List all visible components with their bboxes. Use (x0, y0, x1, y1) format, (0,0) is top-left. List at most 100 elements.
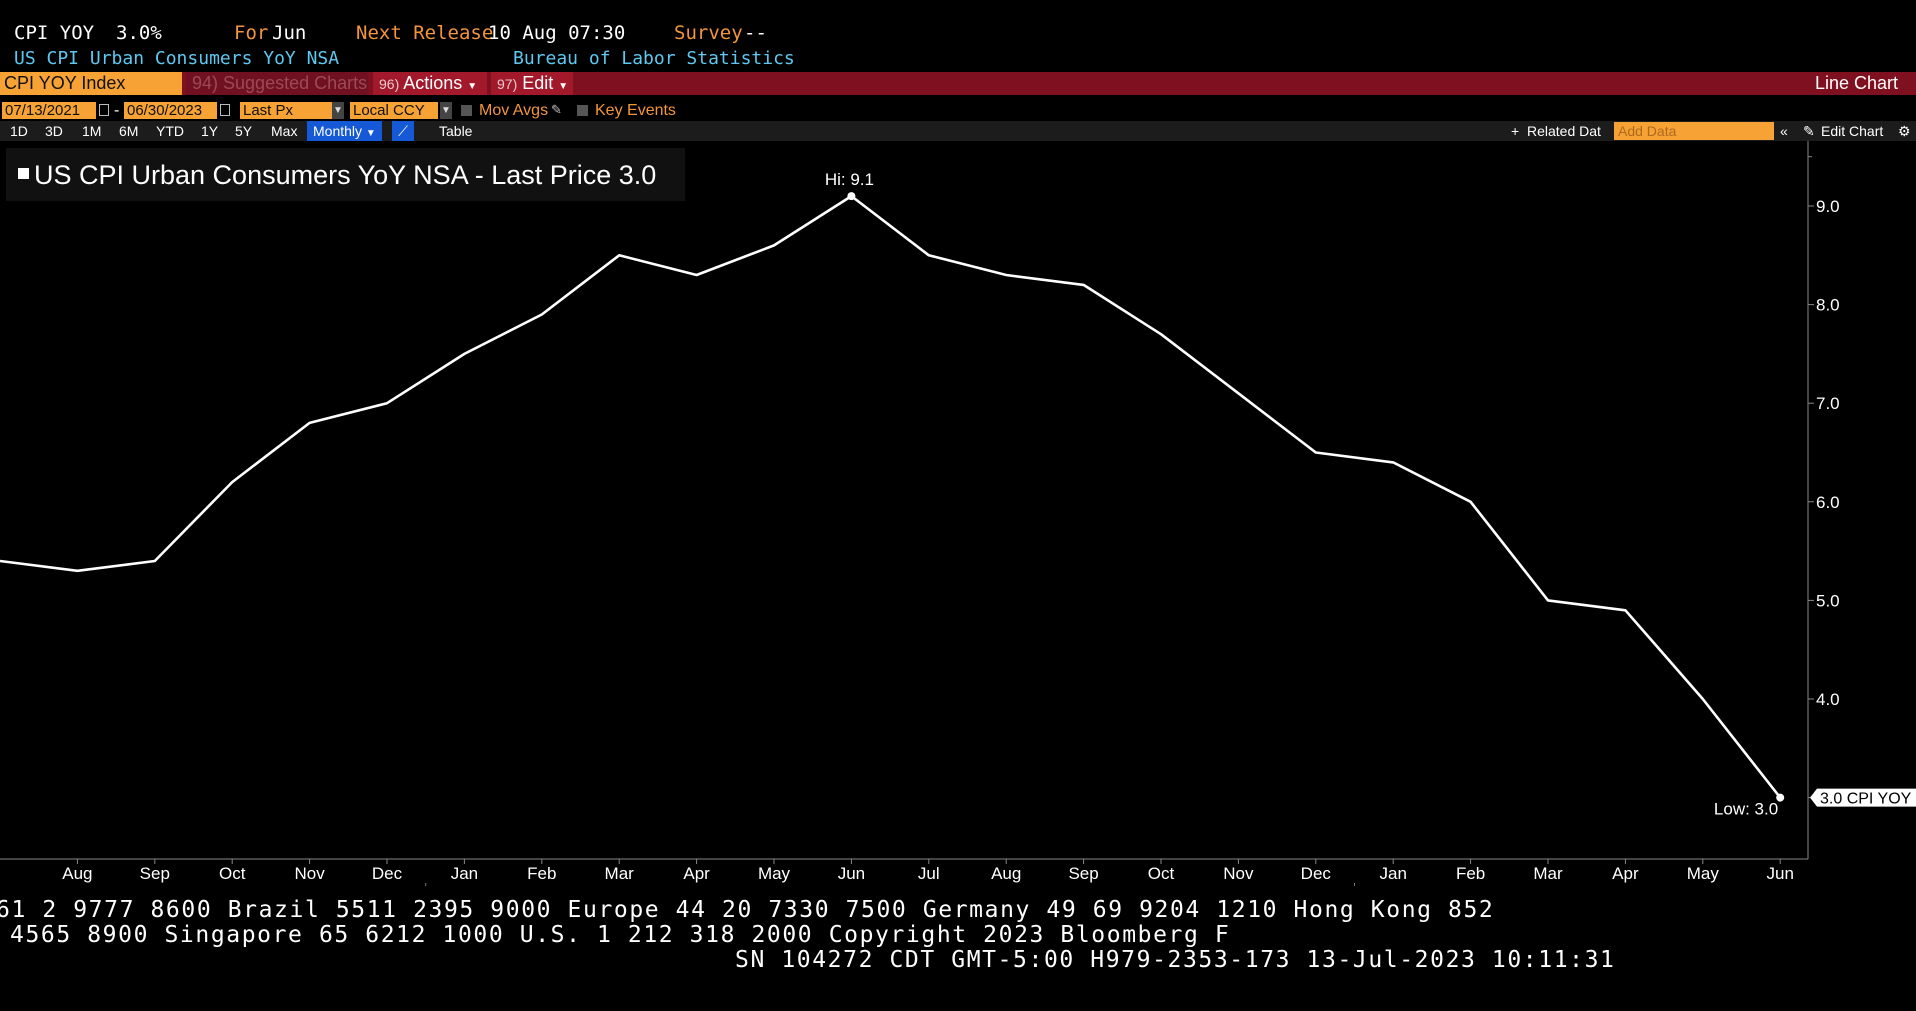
period-5y[interactable]: 5Y (235, 123, 253, 139)
currency-select[interactable]: Local CCY (350, 102, 438, 119)
x-tick-label: Feb (1456, 864, 1485, 883)
edit-label: Edit (522, 73, 554, 93)
footer-line-1: 61 2 9777 8600 Brazil 5511 2395 9000 Eur… (0, 897, 1495, 923)
frequency-select[interactable]: Monthly ▼ (307, 121, 382, 141)
edit-menu-button[interactable]: 97) Edit ▼ (491, 72, 573, 95)
date-range-dash: - (114, 102, 120, 119)
command-toolbar: CPI YOY Index 94) Suggested Charts 96) A… (0, 72, 1916, 95)
gear-icon[interactable]: ⚙ (1898, 123, 1911, 139)
survey-label: Survey (674, 22, 743, 44)
x-tick-label: Jun (1766, 864, 1793, 883)
last-value-tag (1810, 788, 1916, 807)
footer-line-3: SN 104272 CDT GMT-5:00 H979-2353-173 13-… (735, 947, 1616, 973)
hi-marker (847, 192, 856, 201)
x-tick-label: Apr (683, 864, 710, 883)
x-tick-label: Sep (1068, 864, 1098, 883)
x-tick-label: Oct (219, 864, 246, 883)
chevron-down-icon: ▼ (558, 81, 569, 92)
period-1m[interactable]: 1M (82, 123, 102, 139)
start-date-field[interactable]: 07/13/2021 (2, 102, 96, 119)
plus-icon[interactable]: + (1511, 123, 1520, 139)
y-tick-label: 6.0 (1816, 493, 1840, 512)
x-tick-label: Aug (991, 864, 1021, 883)
frequency-label: Monthly (313, 123, 363, 139)
related-data-button[interactable]: Related Dat (1527, 123, 1601, 139)
x-tick-label: Oct (1148, 864, 1175, 883)
x-year-label: 2023 (1489, 883, 1527, 886)
low-marker (1776, 793, 1785, 802)
key-events-label: Key Events (595, 102, 676, 119)
suggested-charts-label: Suggested Charts (223, 73, 368, 93)
edit-chart-button[interactable]: Edit Chart (1821, 123, 1884, 139)
y-tick-label: 8.0 (1816, 296, 1840, 315)
add-data-input[interactable]: Add Data (1614, 122, 1774, 140)
footer-line-2: 4565 8900 Singapore 65 6212 1000 U.S. 1 … (10, 922, 1231, 948)
x-tick-label: May (758, 864, 791, 883)
calendar-icon[interactable] (99, 104, 109, 116)
x-tick-label: Nov (1223, 864, 1254, 883)
for-value: Jun (272, 22, 307, 44)
ticker-input[interactable]: CPI YOY Index (0, 72, 182, 95)
last-value: 3.0% (116, 22, 162, 44)
calendar-icon[interactable] (220, 104, 230, 116)
period-1d[interactable]: 1D (10, 123, 28, 139)
y-tick-label: 4.0 (1816, 690, 1840, 709)
actions-menu-button[interactable]: 96) Actions ▼ (373, 72, 487, 95)
legend-text: US CPI Urban Consumers YoY NSA - Last Pr… (34, 160, 657, 190)
y-tick-label: 9.0 (1816, 197, 1840, 216)
x-tick-label: Mar (1533, 864, 1563, 883)
series-line-cpi-yoy (0, 194, 1782, 799)
actions-label: Actions (403, 73, 463, 93)
ticker-label: CPI YOY (14, 22, 95, 44)
x-tick-label: Sep (140, 864, 170, 883)
hi-label: Hi: 9.1 (825, 170, 874, 189)
mov-avgs-label: Mov Avgs (479, 102, 549, 119)
x-tick-label: Feb (527, 864, 556, 883)
x-tick-label: May (1687, 864, 1720, 883)
for-label: For (234, 22, 269, 44)
legend-swatch (18, 168, 29, 179)
security-name: US CPI Urban Consumers YoY NSA (14, 48, 340, 69)
x-tick-label: Mar (605, 864, 635, 883)
period-toolbar: 1D 3D 1M 6M YTD 1Y 5Y Max Monthly ▼ ⟋ Ta… (0, 121, 1916, 141)
edit-number: 97) (497, 76, 518, 92)
key-events-checkbox[interactable] (577, 105, 588, 116)
x-tick-label: Jan (1379, 864, 1406, 883)
suggested-charts-button[interactable]: 94) Suggested Charts (186, 72, 368, 95)
legend-box (6, 148, 685, 201)
x-tick-label: Jun (838, 864, 865, 883)
chart-type-label: Line Chart (1814, 73, 1898, 93)
period-3d[interactable]: 3D (45, 123, 63, 139)
period-ytd[interactable]: YTD (156, 123, 184, 139)
x-tick-label: Jan (451, 864, 478, 883)
end-date-field[interactable]: 06/30/2023 (124, 102, 217, 119)
suggested-charts-number: 94) (192, 73, 219, 93)
chevron-down-icon[interactable]: ▼ (440, 102, 452, 119)
cpi-line-chart: Hi: 9.1 Low: 3.0 4.0 5.0 6.0 7.0 8.0 9.0 3.0 CPI… (0, 141, 1916, 886)
collapse-icon[interactable]: « (1780, 123, 1788, 139)
period-1y[interactable]: 1Y (201, 123, 219, 139)
period-max[interactable]: Max (271, 123, 298, 139)
actions-number: 96) (379, 76, 400, 92)
period-6m[interactable]: 6M (119, 123, 139, 139)
pencil-icon[interactable]: ✎ (551, 102, 562, 117)
x-year-label: 2022 (792, 883, 830, 886)
x-tick-label: Jul (918, 864, 940, 883)
next-release-value: 10 Aug 07:30 (488, 22, 626, 44)
price-field-select[interactable]: Last Px (240, 102, 344, 119)
pencil-icon[interactable]: ✎ (1803, 123, 1815, 139)
next-release-label: Next Release (356, 22, 494, 44)
table-button[interactable]: Table (439, 123, 473, 139)
x-tick-label: Dec (372, 864, 403, 883)
low-label: Low: 3.0 (1714, 800, 1778, 819)
line-chart-icon[interactable]: ⟋ (392, 121, 414, 141)
survey-value: -- (744, 22, 767, 44)
chart-legend: US CPI Urban Consumers YoY NSA - Last Pr… (18, 160, 656, 191)
chevron-down-icon: ▼ (467, 81, 478, 92)
mov-avgs-checkbox[interactable] (461, 105, 472, 116)
data-source: Bureau of Labor Statistics (513, 48, 795, 69)
chevron-down-icon[interactable]: ▼ (332, 102, 344, 119)
x-tick-label: Apr (1612, 864, 1639, 883)
x-tick-label: Aug (62, 864, 92, 883)
y-tick-label: 7.0 (1816, 394, 1840, 413)
